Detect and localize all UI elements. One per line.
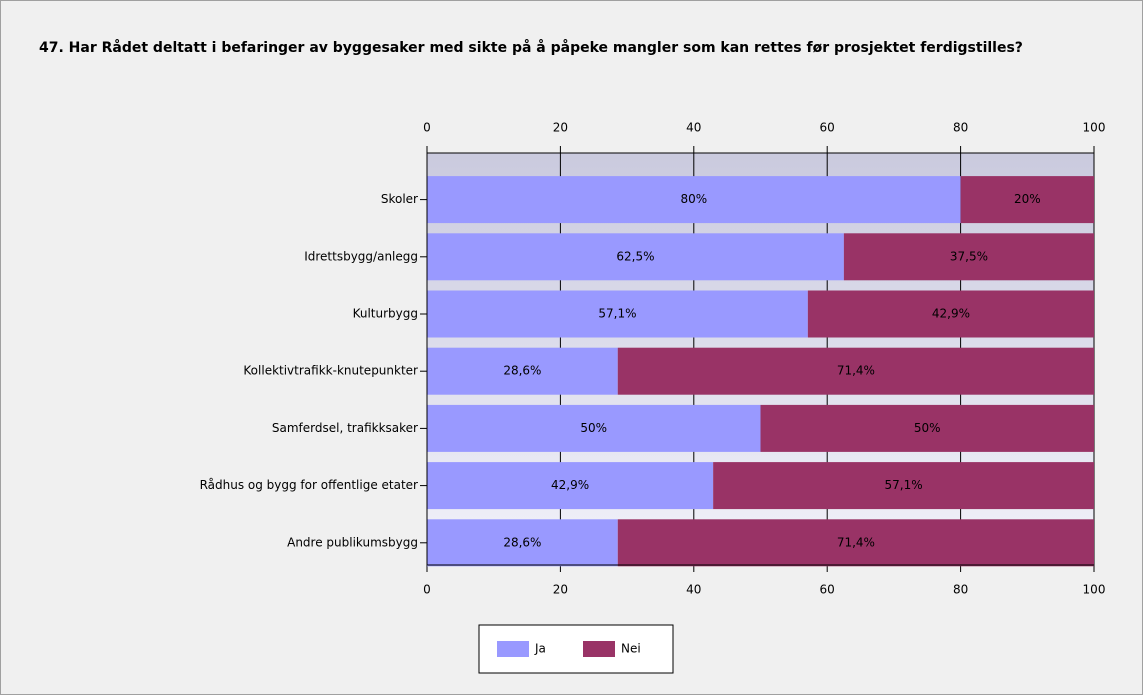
- bar-segment: [427, 347, 618, 395]
- value-label: 42,9%: [551, 478, 589, 492]
- bar-segment: [427, 519, 618, 567]
- value-label: 20%: [1014, 192, 1041, 206]
- y-tick-label: Samferdsel, trafikksaker: [272, 421, 418, 435]
- bar-segment: [713, 462, 1094, 510]
- legend-label: Nei: [621, 642, 641, 656]
- value-label: 50%: [914, 421, 941, 435]
- bar-segment: [427, 404, 761, 452]
- x-tick-label-bottom: 20: [553, 583, 568, 597]
- bar-segment: [843, 233, 1094, 281]
- x-tick-label-bottom: 80: [953, 583, 968, 597]
- value-label: 28,6%: [503, 535, 541, 549]
- bar-segment: [617, 519, 1094, 567]
- x-tick-label-bottom: 100: [1083, 583, 1106, 597]
- x-tick-label-top: 40: [686, 121, 701, 135]
- chart-title: 47. Har Rådet deltatt i befaringer av by…: [39, 40, 1023, 56]
- x-tick-label-top: 100: [1083, 121, 1106, 135]
- y-tick-label: Skoler: [381, 192, 418, 206]
- x-tick-label-top: 0: [423, 121, 431, 135]
- value-label: 28,6%: [503, 364, 541, 378]
- x-tick-label-bottom: 40: [686, 583, 701, 597]
- bar-segment: [427, 462, 714, 510]
- value-label: 50%: [580, 421, 607, 435]
- bar-segment: [427, 290, 808, 338]
- value-label: 57,1%: [598, 307, 636, 321]
- legend-swatch: [583, 641, 615, 657]
- value-label: 71,4%: [837, 364, 875, 378]
- bar-segment: [427, 176, 961, 224]
- x-tick-label-top: 80: [953, 121, 968, 135]
- value-label: 80%: [680, 192, 707, 206]
- x-tick-label-bottom: 60: [820, 583, 835, 597]
- value-label: 57,1%: [885, 478, 923, 492]
- y-tick-label: Kollektivtrafikk-knutepunkter: [243, 364, 418, 378]
- value-label: 37,5%: [950, 249, 988, 263]
- y-tick-label: Idrettsbygg/anlegg: [304, 249, 418, 263]
- value-label: 71,4%: [837, 535, 875, 549]
- bar-segment: [617, 347, 1094, 395]
- y-tick-label: Kulturbygg: [353, 307, 418, 321]
- x-tick-label-top: 20: [553, 121, 568, 135]
- bar-segment: [960, 176, 1094, 224]
- y-tick-label: Rådhus og bygg for offentlige etater: [200, 478, 418, 492]
- legend-label: Ja: [534, 642, 546, 656]
- bar-segment: [760, 404, 1094, 452]
- value-label: 62,5%: [616, 249, 654, 263]
- bar-segment: [427, 233, 844, 281]
- y-tick-label: Andre publikumsbygg: [287, 535, 418, 549]
- x-tick-label-top: 60: [820, 121, 835, 135]
- x-tick-label-bottom: 0: [423, 583, 431, 597]
- legend-swatch: [497, 641, 529, 657]
- value-label: 42,9%: [932, 307, 970, 321]
- bar-segment: [807, 290, 1094, 338]
